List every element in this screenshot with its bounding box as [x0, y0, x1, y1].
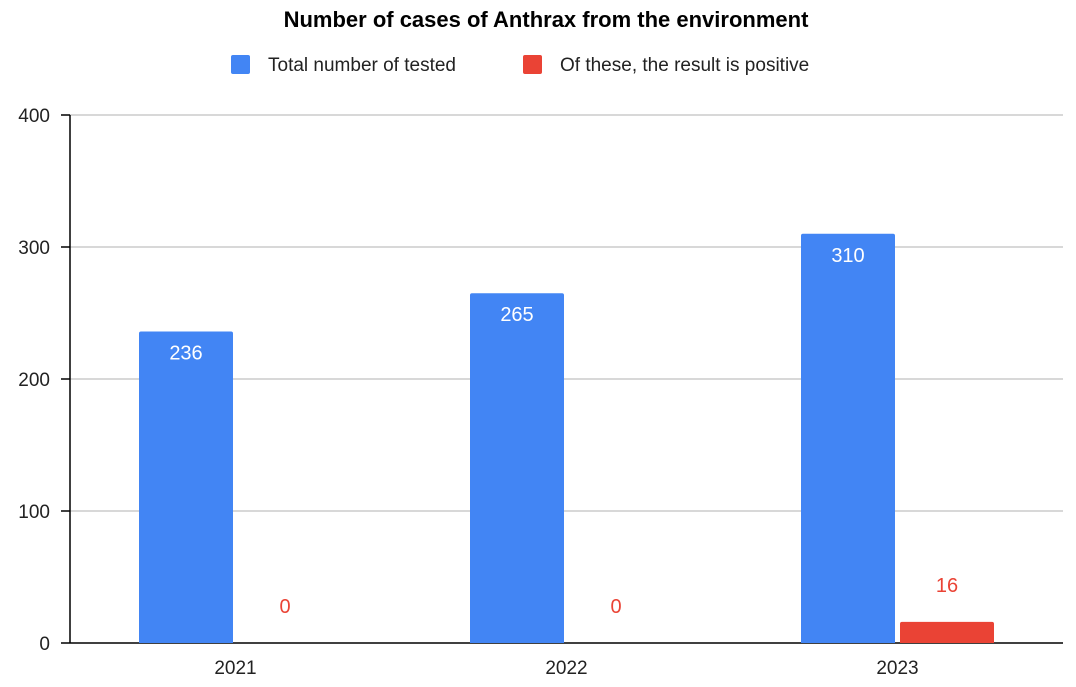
- chart-title: Number of cases of Anthrax from the envi…: [284, 7, 810, 32]
- data-label-positive-2023: 16: [936, 575, 958, 597]
- x-tick-label: 2023: [876, 658, 918, 679]
- y-axis: 0 100 200 300 400: [18, 106, 71, 655]
- bar-tested-2022: [470, 293, 564, 643]
- gridlines: [70, 114, 1063, 512]
- data-label-positive-2022: 0: [610, 596, 621, 618]
- y-tick-label: 0: [39, 634, 50, 655]
- chart-legend: Total number of tested Of these, the resu…: [231, 55, 809, 76]
- data-label-tested-2022: 265: [500, 304, 533, 326]
- legend-swatch-1: [231, 55, 250, 74]
- legend-swatch-2: [523, 55, 542, 74]
- bars: [139, 233, 994, 644]
- bar-positive-2023: [900, 621, 994, 643]
- data-label-tested-2021: 236: [169, 342, 202, 364]
- bar-tested-2023: [801, 233, 895, 644]
- x-tick-label: 2021: [214, 658, 256, 679]
- y-tick-label: 300: [18, 238, 50, 259]
- y-tick-label: 100: [18, 502, 50, 523]
- y-tick-label: 400: [18, 106, 50, 127]
- legend-label-1: Total number of tested: [268, 55, 456, 76]
- x-axis: 2021 2022 2023: [70, 642, 1063, 679]
- data-labels: 236 0 265 0 310 16: [169, 245, 958, 618]
- x-tick-label: 2022: [545, 658, 587, 679]
- legend-label-2: Of these, the result is positive: [560, 55, 809, 76]
- data-label-tested-2023: 310: [831, 245, 864, 267]
- y-tick-label: 200: [18, 370, 50, 391]
- data-label-positive-2021: 0: [279, 596, 290, 618]
- bar-tested-2021: [139, 331, 233, 643]
